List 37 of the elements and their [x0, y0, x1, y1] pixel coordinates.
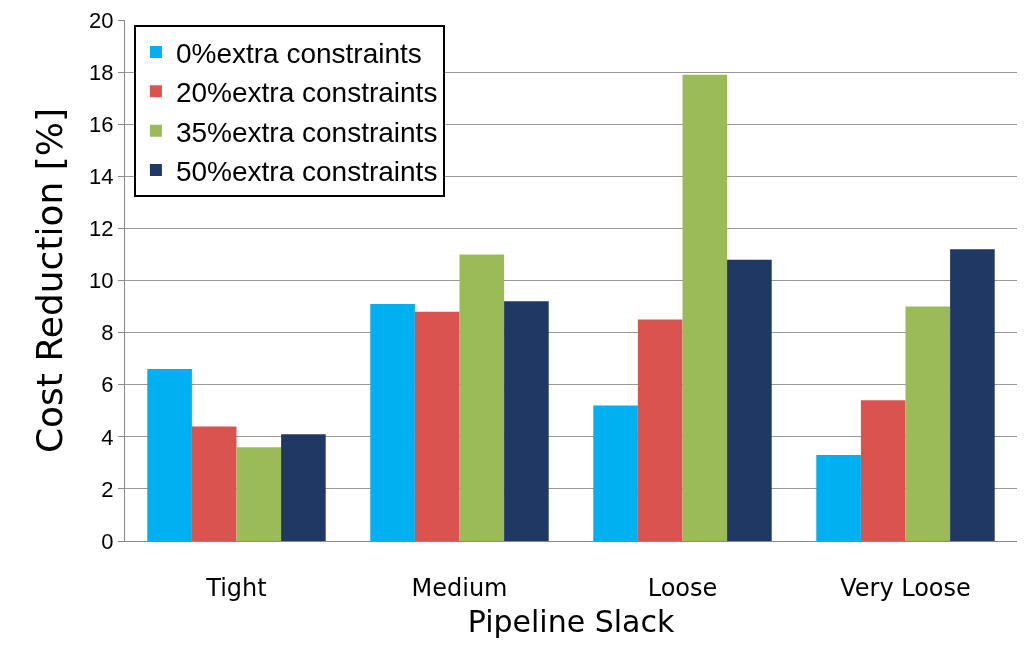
- legend-label: 20%extra constraints: [175, 77, 438, 109]
- y-tick-label: 0: [101, 528, 114, 554]
- y-tick-label: 6: [101, 372, 114, 398]
- bar: [593, 405, 638, 541]
- y-tick-label: 10: [89, 268, 114, 294]
- y-tick-label: 14: [89, 164, 114, 189]
- x-tick-label: Very Loose: [840, 573, 971, 602]
- bar: [191, 426, 237, 541]
- y-axis-title: Cost Reduction [%]: [29, 107, 71, 454]
- bar: [637, 319, 683, 541]
- y-tick-label: 18: [89, 59, 114, 85]
- bar: [414, 311, 460, 541]
- bar: [281, 434, 326, 541]
- bar: [459, 254, 505, 541]
- x-axis-title: Pipeline Slack: [467, 604, 675, 640]
- y-tick-label: 2: [101, 476, 114, 502]
- x-tick-label: Medium: [411, 573, 508, 602]
- legend-label: 50%extra constraints: [175, 156, 438, 188]
- y-tick-label: 12: [89, 216, 114, 242]
- y-tick-label: 16: [89, 111, 114, 137]
- bar: [905, 306, 951, 541]
- y-tick-label: 4: [101, 424, 114, 450]
- y-tick-label: 20: [89, 7, 114, 33]
- y-tick-label: 8: [101, 320, 114, 346]
- bar: [147, 369, 192, 541]
- x-tick-label: Tight: [205, 573, 267, 602]
- bar: [370, 303, 415, 541]
- legend-label: 0%extra constraints: [175, 37, 422, 69]
- bar: [816, 455, 861, 541]
- bar: [860, 400, 906, 541]
- bar: [504, 301, 549, 541]
- bar: [236, 447, 282, 541]
- bar: [950, 249, 995, 541]
- bar: [682, 74, 728, 541]
- x-tick-label: Loose: [647, 573, 718, 602]
- legend-label: 35%extra constraints: [175, 116, 438, 148]
- bar: [727, 259, 772, 541]
